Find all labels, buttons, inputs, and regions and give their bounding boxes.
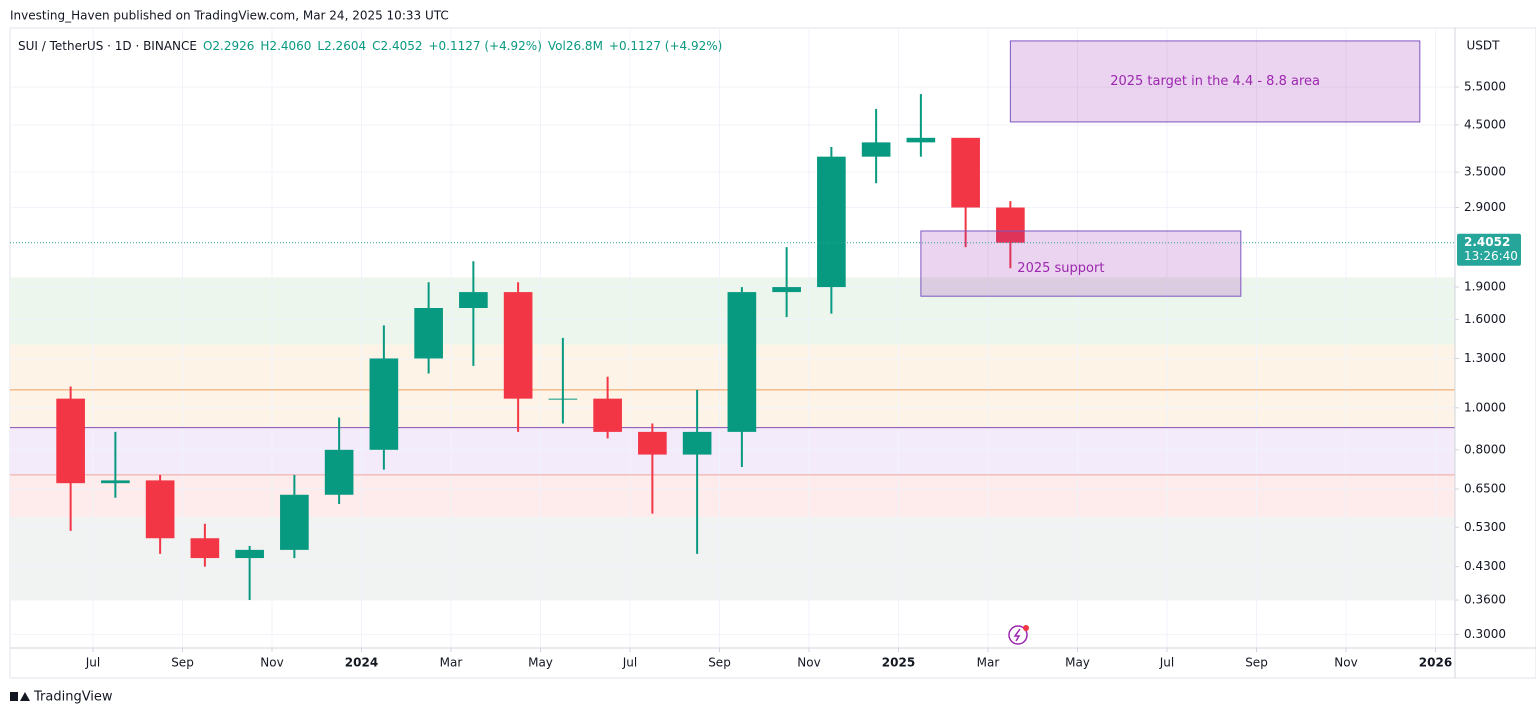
x-tick-label: Sep	[1245, 656, 1268, 670]
x-tick-label: Nov	[797, 656, 820, 670]
y-tick-label: 0.6500	[1464, 481, 1506, 495]
x-tick-label: Jul	[1159, 656, 1174, 670]
y-tick-label: 0.4300	[1464, 559, 1506, 573]
x-tick-label: Jul	[622, 656, 637, 670]
tradingview-logo	[10, 692, 30, 701]
y-tick-label: 3.5000	[1464, 165, 1506, 179]
candle-body	[280, 494, 309, 550]
symbol: SUI / TetherUS · 1D · BINANCE	[18, 39, 197, 53]
y-tick-label: 1.9000	[1464, 280, 1506, 294]
y-tick-label: 1.6000	[1464, 312, 1506, 326]
candle-body	[638, 431, 667, 455]
last-price-label: 2.4052	[1464, 235, 1510, 249]
x-tick-label: 2024	[345, 656, 378, 670]
brand-label: TradingView	[33, 690, 113, 705]
x-tick-label: Jul	[85, 656, 100, 670]
y-tick-label: 2.9000	[1464, 200, 1506, 214]
x-tick-label: May	[528, 656, 553, 670]
candle-body	[593, 398, 622, 432]
header-value: O2.2926	[203, 39, 254, 53]
candle-body	[145, 480, 175, 539]
x-tick-label: 2025	[882, 656, 915, 670]
x-tick-label: Sep	[708, 656, 731, 670]
x-tick-label: Mar	[440, 656, 463, 670]
price-zone	[10, 427, 1455, 475]
header-value: H2.4060	[260, 39, 311, 53]
y-tick-label: 1.3000	[1464, 351, 1506, 365]
candle-body	[727, 292, 757, 432]
candle-body	[503, 292, 533, 399]
candle-body	[235, 549, 264, 559]
candle-body	[459, 292, 488, 309]
lightning-icon	[1008, 625, 1029, 645]
price-zone	[10, 474, 1455, 517]
price-zone	[10, 516, 1455, 601]
candle-body	[682, 431, 712, 455]
candle-body	[772, 287, 801, 293]
header-value: C2.4052	[372, 39, 422, 53]
candle-body	[414, 308, 443, 359]
x-tick-label: May	[1065, 656, 1090, 670]
y-tick-label: 4.5000	[1464, 117, 1506, 131]
symbol-header: SUI / TetherUS · 1D · BINANCE O2.2926 H2.4…	[18, 39, 722, 53]
last-price-tag	[1457, 233, 1521, 266]
annotation-text: 2025 support	[1017, 261, 1104, 276]
header-value: +0.1127 (+4.92%)	[428, 39, 541, 53]
candle-body	[861, 142, 891, 157]
x-tick-label: Nov	[1334, 656, 1357, 670]
header-value: L2.2604	[317, 39, 366, 53]
candle-body	[56, 398, 85, 484]
x-tick-label: Sep	[171, 656, 194, 670]
y-tick-label: 0.3000	[1464, 627, 1506, 641]
candle-body	[190, 538, 220, 559]
candle-body	[101, 480, 130, 484]
x-tick-label: Nov	[260, 656, 283, 670]
candle-body	[951, 137, 980, 208]
candle-body	[906, 137, 936, 143]
countdown-label: 13:26:40	[1464, 249, 1518, 263]
y-tick-label: 0.8000	[1464, 442, 1506, 456]
y-tick-label: 0.5300	[1464, 520, 1506, 534]
y-tick-label: 1.0000	[1464, 400, 1506, 414]
header-value: +0.1127 (+4.92%)	[609, 39, 722, 53]
annotation-box	[1009, 40, 1421, 123]
x-tick-label: 2026	[1419, 656, 1452, 670]
x-tick-label: Mar	[977, 656, 1000, 670]
candle-body	[369, 358, 399, 450]
candle-body	[324, 449, 354, 495]
published-line: Investing_Haven published on TradingView…	[10, 9, 449, 23]
y-tick-label: 5.5000	[1464, 80, 1506, 94]
annotation-text: 2025 target in the 4.4 - 8.8 area	[1110, 74, 1320, 89]
candle-body	[996, 207, 1025, 243]
plot-area: 2025 target in the 4.4 - 8.8 area 2025 su…	[10, 28, 1455, 648]
candle-body	[817, 156, 846, 288]
y-tick-label: 0.3600	[1464, 593, 1506, 607]
header-value: Vol26.8M	[548, 39, 603, 53]
currency-label: USDT	[1467, 39, 1501, 53]
annotation-box	[920, 230, 1242, 297]
candle-body	[548, 398, 578, 400]
